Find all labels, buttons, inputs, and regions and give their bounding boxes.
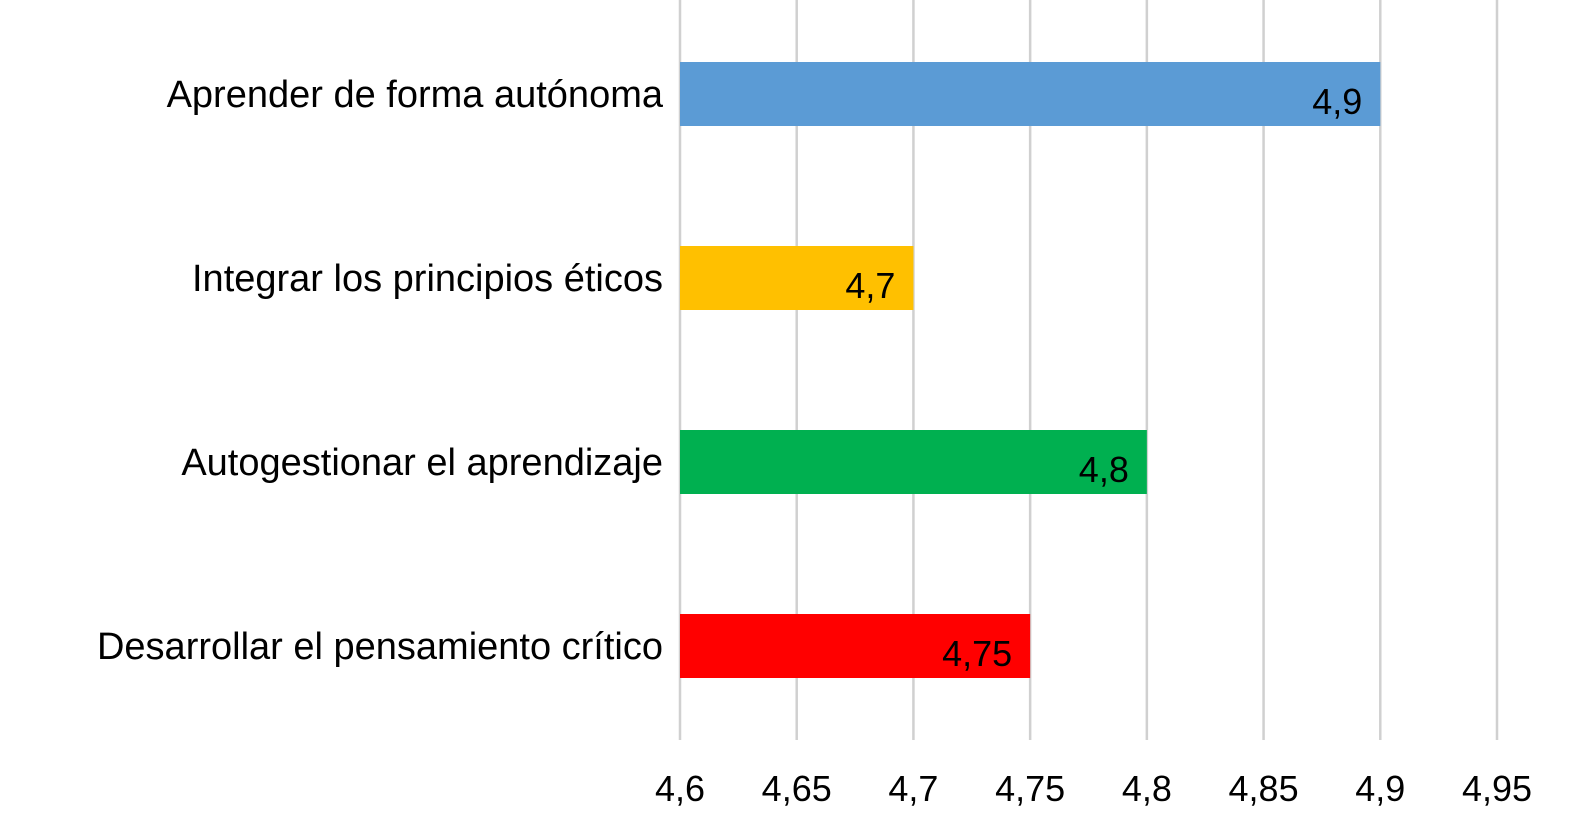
x-tick-label: 4,8	[1122, 768, 1172, 809]
bar	[680, 614, 1031, 678]
bars	[680, 62, 1381, 678]
data-label: 4,9	[1312, 81, 1362, 122]
data-label: 4,8	[1079, 449, 1129, 490]
x-tick-label: 4,95	[1462, 768, 1532, 809]
category-label: Aprender de forma autónoma	[167, 74, 664, 116]
x-tick-label: 4,75	[995, 768, 1065, 809]
category-label: Desarrollar el pensamiento crítico	[97, 626, 663, 668]
x-tick-label: 4,7	[888, 768, 938, 809]
x-tick-label: 4,9	[1355, 768, 1405, 809]
bar	[680, 246, 914, 310]
data-label: 4,75	[942, 633, 1012, 674]
x-tick-label: 4,65	[762, 768, 832, 809]
category-labels: Aprender de forma autónoma Integrar los p…	[97, 74, 664, 668]
data-labels: 4,9 4,7 4,8 4,75	[845, 81, 1362, 674]
x-tick-labels: 4,6 4,65 4,7 4,75 4,8 4,85 4,9 4,95	[655, 768, 1532, 809]
category-label: Integrar los principios éticos	[192, 258, 663, 300]
x-tick-label: 4,85	[1229, 768, 1299, 809]
x-tick-label: 4,6	[655, 768, 705, 809]
bar	[680, 430, 1147, 494]
data-label: 4,7	[845, 265, 895, 306]
category-label: Autogestionar el aprendizaje	[181, 442, 663, 484]
bar	[680, 62, 1381, 126]
